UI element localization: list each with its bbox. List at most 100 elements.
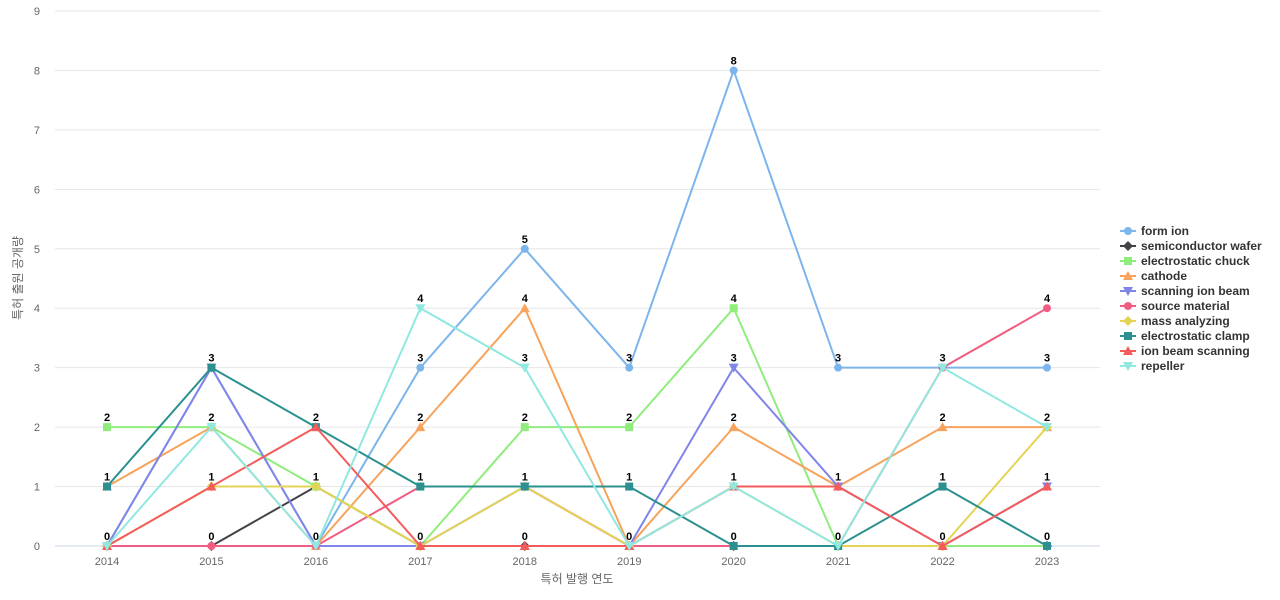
x-tick-label: 2015 [199,556,223,568]
data-point [1043,542,1051,550]
data-label: 1 [835,472,841,484]
legend-label: electrostatic clamp [1141,329,1250,343]
data-point [415,541,426,550]
data-point [207,542,216,550]
data-label: 2 [208,412,214,424]
legend-item[interactable]: electrostatic clamp [1120,329,1250,343]
legend-item[interactable]: electrostatic chuck [1120,254,1250,268]
legend-item[interactable]: semiconductor wafer [1120,239,1262,253]
data-label: 0 [208,531,214,543]
data-label: 5 [522,234,528,246]
x-axis-title: 특허 발행 연도 [541,571,614,586]
data-label: 2 [939,412,945,424]
legend-item[interactable]: cathode [1120,269,1187,283]
data-label: 2 [417,412,423,424]
data-label: 1 [939,472,945,484]
data-point [519,541,530,550]
legend-label: semiconductor wafer [1141,239,1262,253]
legend-marker [1123,362,1133,371]
y-axis-ticks: 0 1 2 3 4 5 6 7 8 9 [34,6,40,553]
data-point [833,542,844,551]
data-label: 4 [417,293,424,305]
legend-item[interactable]: form ion [1120,224,1189,238]
data-point [728,363,739,373]
data-point [207,363,216,372]
legend-item[interactable]: source material [1120,299,1230,313]
data-point [937,363,948,373]
x-tick-label: 2023 [1035,556,1059,568]
data-label: 3 [208,353,214,365]
legend-item[interactable]: repeller [1120,359,1185,373]
data-point [310,422,321,432]
data-point [519,363,530,373]
legend-marker [1123,287,1133,296]
legend-label: mass analyzing [1141,314,1230,328]
x-tick-label: 2017 [408,556,432,568]
data-point [103,423,111,432]
y-tick-label: 5 [34,244,40,256]
data-label: 0 [939,531,945,543]
data-label: 1 [626,472,632,484]
data-point [937,422,948,432]
data-label: 2 [731,412,737,424]
data-label: 0 [1044,531,1050,543]
y-tick-label: 6 [34,184,40,196]
legend-marker [1123,271,1133,280]
data-labels: 2 1 0 3 2 1 0 2 1 0 4 3 2 1 0 5 4 3 2 1 0 3 2 1 0 8 4 3 2 1 0 3 1 0 3 2 1 0 4 3… [104,55,1051,543]
data-label: 1 [522,472,528,484]
data-point [729,304,738,313]
legend-marker [1123,346,1133,355]
legend-marker [1123,316,1133,326]
series-layer [102,66,1052,551]
data-point [625,363,634,372]
data-point [1043,304,1051,313]
data-label: 2 [104,412,110,424]
y-tick-label: 9 [34,6,40,18]
data-label: 3 [417,353,423,365]
y-tick-label: 8 [34,65,40,77]
data-point [1042,423,1052,433]
legend-marker [1124,227,1132,235]
data-label: 3 [522,353,528,365]
legend-label: cathode [1141,269,1187,283]
legend-item[interactable]: ion beam scanning [1120,344,1250,358]
data-point [729,66,738,75]
y-tick-label: 0 [34,541,40,553]
series-line [106,306,1048,548]
data-point [625,482,634,491]
x-tick-label: 2020 [721,556,745,568]
data-label: 3 [626,353,632,365]
data-label: 0 [731,531,737,543]
grid-lines [55,10,1100,547]
data-point [520,244,529,253]
x-tick-label: 2019 [617,556,641,568]
data-point [625,423,634,432]
data-label: 4 [1044,293,1051,305]
data-label: 0 [522,531,528,543]
data-label: 8 [731,55,737,67]
legend-label: repeller [1141,359,1185,373]
y-tick-label: 4 [34,303,40,315]
data-point [728,482,739,492]
legend-item[interactable]: mass analyzing [1120,314,1230,328]
legend-marker [1124,302,1132,310]
data-label: 1 [417,472,423,484]
data-point [520,423,529,432]
x-tick-label: 2018 [513,556,537,568]
y-tick-label: 7 [34,125,40,137]
data-label: 3 [939,353,945,365]
x-tick-label: 2014 [95,556,119,568]
data-label: 3 [1044,353,1050,365]
data-point [938,482,947,491]
legend-item[interactable]: scanning ion beam [1120,284,1250,298]
x-axis-ticks: 2014 2015 2016 2017 2018 2019 2020 2021 2022 2023 [95,556,1059,568]
data-point [729,542,738,550]
data-label: 4 [731,293,738,305]
data-point [103,482,111,491]
data-label: 1 [104,472,110,484]
data-point [624,542,635,551]
data-label: 2 [313,412,319,424]
x-tick-label: 2016 [304,556,328,568]
data-label: 4 [522,293,529,305]
